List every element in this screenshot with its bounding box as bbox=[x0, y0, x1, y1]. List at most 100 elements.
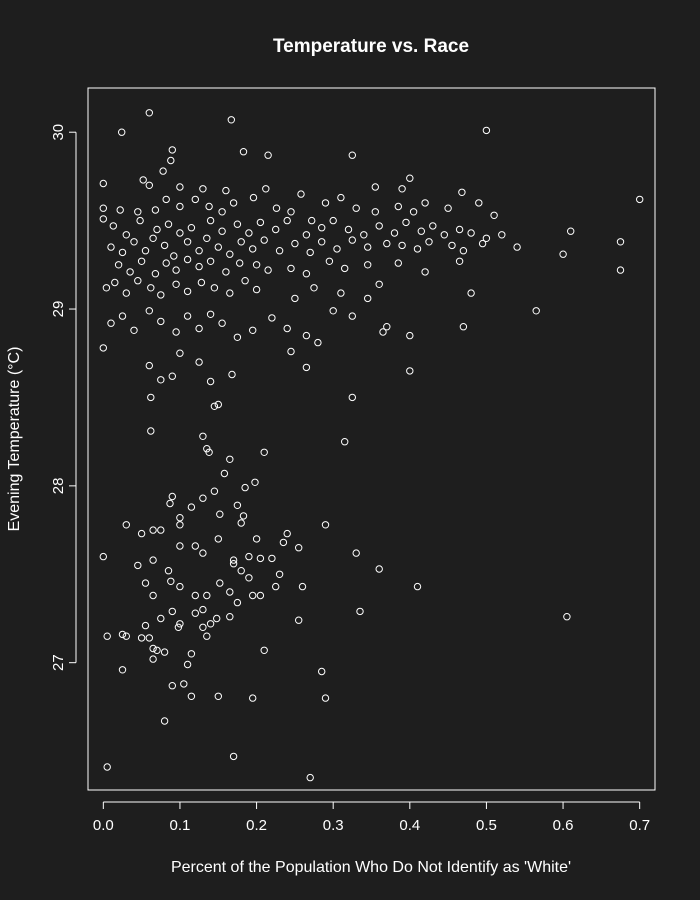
data-point bbox=[329, 307, 337, 315]
data-point bbox=[137, 257, 146, 265]
data-point bbox=[164, 567, 173, 575]
data-point bbox=[118, 248, 127, 257]
data-point bbox=[237, 238, 245, 246]
data-point bbox=[174, 623, 183, 631]
data-point bbox=[337, 193, 345, 202]
data-point bbox=[616, 238, 625, 246]
data-point bbox=[260, 448, 268, 456]
data-point bbox=[180, 680, 188, 688]
data-point bbox=[348, 236, 356, 244]
data-point bbox=[149, 234, 157, 243]
data-point bbox=[134, 277, 142, 285]
x-tick-label: 0.6 bbox=[553, 817, 574, 834]
data-point bbox=[191, 195, 200, 204]
data-point bbox=[375, 222, 383, 230]
data-point bbox=[459, 247, 468, 255]
data-point bbox=[216, 510, 224, 518]
data-point bbox=[118, 128, 126, 136]
data-point bbox=[228, 370, 236, 379]
data-point bbox=[229, 752, 238, 761]
data-point bbox=[199, 185, 207, 193]
data-point bbox=[226, 455, 234, 463]
data-point bbox=[306, 248, 314, 257]
data-point bbox=[116, 206, 124, 214]
data-point bbox=[297, 190, 305, 198]
data-point bbox=[220, 469, 229, 478]
data-point bbox=[147, 393, 155, 402]
data-point bbox=[227, 116, 236, 124]
data-point bbox=[352, 204, 360, 212]
data-point bbox=[283, 216, 291, 225]
data-point bbox=[137, 529, 146, 538]
data-point bbox=[272, 225, 280, 234]
y-tick-label: 28 bbox=[50, 478, 67, 495]
data-point bbox=[260, 236, 268, 244]
data-point bbox=[191, 609, 200, 617]
data-point bbox=[162, 195, 170, 204]
data-point bbox=[157, 317, 165, 326]
data-point bbox=[149, 556, 157, 564]
data-point bbox=[241, 483, 249, 492]
x-tick-label: 0.0 bbox=[93, 817, 114, 834]
data-point bbox=[455, 225, 464, 234]
y-axis: 27 28 29 30 bbox=[50, 124, 77, 671]
data-point bbox=[210, 284, 219, 292]
y-axis-label: Evening Temperature (°C) bbox=[6, 347, 23, 532]
data-point bbox=[459, 323, 468, 331]
data-point bbox=[375, 280, 383, 288]
data-point bbox=[245, 229, 253, 237]
data-point bbox=[318, 667, 326, 676]
data-point bbox=[245, 574, 253, 582]
data-point bbox=[206, 257, 215, 265]
data-point bbox=[114, 261, 123, 269]
data-point bbox=[141, 579, 150, 587]
data-point bbox=[302, 331, 311, 340]
data-point bbox=[482, 126, 491, 135]
data-point bbox=[229, 560, 238, 568]
chart-title: Temperature vs. Race bbox=[273, 36, 469, 57]
data-point bbox=[167, 577, 175, 585]
data-point bbox=[199, 549, 207, 557]
data-point bbox=[206, 377, 215, 386]
data-point bbox=[348, 393, 356, 402]
data-point bbox=[145, 181, 154, 190]
data-point bbox=[360, 231, 368, 239]
data-point bbox=[167, 156, 175, 165]
x-tick-label: 0.3 bbox=[323, 817, 344, 834]
data-point bbox=[348, 312, 356, 320]
data-point bbox=[325, 257, 334, 265]
data-point bbox=[455, 257, 464, 265]
data-point bbox=[199, 432, 207, 440]
data-point bbox=[172, 266, 180, 274]
data-point bbox=[251, 478, 259, 486]
data-point bbox=[318, 224, 326, 232]
data-point bbox=[398, 241, 406, 250]
data-point bbox=[191, 591, 200, 600]
data-point bbox=[168, 682, 177, 690]
data-point bbox=[394, 202, 402, 211]
data-point bbox=[214, 692, 223, 700]
data-point bbox=[417, 227, 425, 235]
data-point bbox=[295, 544, 303, 552]
data-point bbox=[256, 554, 265, 563]
data-point bbox=[298, 582, 307, 591]
data-point bbox=[218, 319, 226, 327]
data-points bbox=[99, 109, 644, 782]
data-point bbox=[348, 151, 356, 159]
data-point bbox=[170, 252, 178, 260]
data-point bbox=[147, 284, 155, 292]
data-point bbox=[195, 247, 203, 255]
data-point bbox=[237, 567, 245, 575]
data-point bbox=[421, 199, 429, 207]
data-point bbox=[371, 183, 379, 191]
data-point bbox=[162, 259, 170, 267]
data-point bbox=[203, 234, 211, 243]
data-point bbox=[149, 655, 157, 663]
data-point bbox=[183, 238, 192, 246]
data-point bbox=[256, 591, 265, 600]
data-point bbox=[383, 323, 391, 331]
data-point bbox=[390, 229, 399, 237]
data-point bbox=[318, 238, 326, 246]
data-point bbox=[168, 492, 177, 501]
data-point bbox=[233, 598, 242, 607]
